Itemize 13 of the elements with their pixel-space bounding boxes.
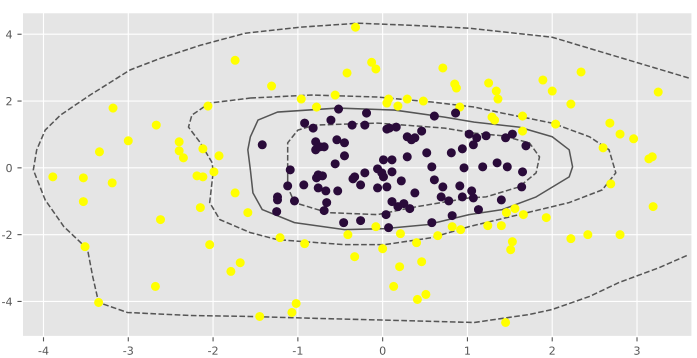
x-tick-label: -2: [208, 346, 218, 355]
x-tick-label: -4: [38, 346, 48, 355]
x-tick-label: 1: [465, 346, 470, 355]
y-tick-label: -2: [2, 230, 12, 239]
x-tick-label: 3: [634, 346, 640, 355]
x-tick-label: 2: [550, 346, 555, 355]
x-tick-label: -3: [123, 346, 133, 355]
y-tick-label: 2: [6, 97, 12, 106]
y-tick-label: 0: [6, 164, 12, 172]
y-tick-label: 4: [6, 30, 12, 38]
x-tick-label: 0: [380, 346, 386, 355]
x-tick-label: -1: [292, 346, 302, 355]
y-tick-label: -4: [2, 298, 12, 306]
